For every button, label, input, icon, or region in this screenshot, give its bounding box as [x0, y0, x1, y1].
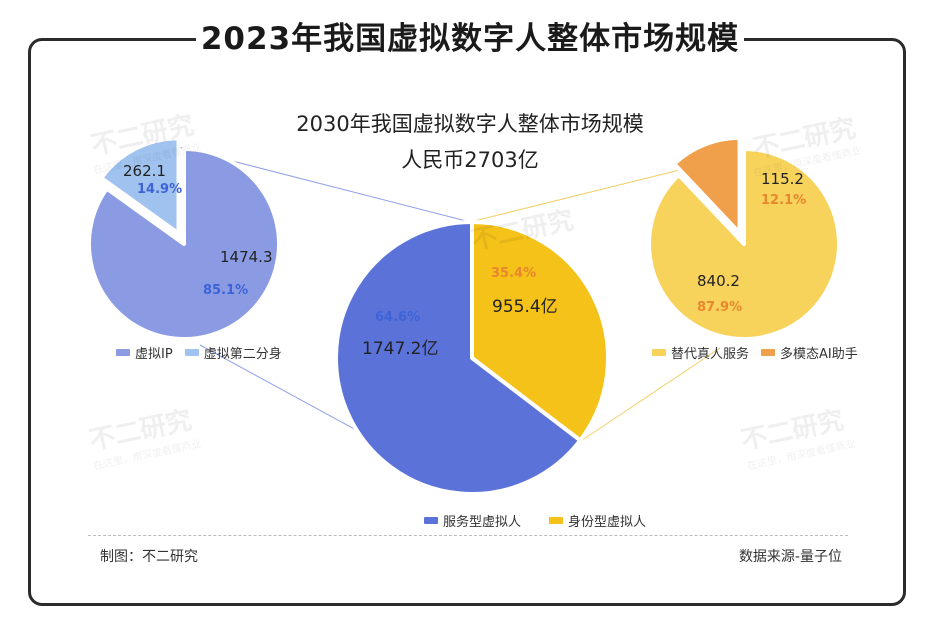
legend-item-identity: 身份型虚拟人 [549, 511, 646, 530]
left-pie-slice-virtual-ip [87, 147, 281, 341]
legend-item-digital-twin: 虚拟第二分身 [184, 343, 282, 362]
connector-line [559, 347, 721, 456]
right-pie-slice-assistant [672, 135, 742, 235]
right-pie-slice-replace [647, 147, 841, 341]
left-legend: 虚拟IP 虚拟第二分身 [116, 343, 294, 362]
legend-label: 身份型虚拟人 [568, 515, 647, 530]
center-pie-slice-service [334, 220, 583, 496]
legend-label: 服务型虚拟人 [443, 515, 522, 530]
footer-source: 数据来源-量子位 [738, 549, 842, 565]
footer-divider [88, 535, 848, 536]
legend-label: 替代真人服务 [671, 347, 750, 362]
legend-label: 虚拟IP [135, 347, 173, 362]
footer-credit: 制图：不二研究 [100, 549, 198, 565]
legend-label: 虚拟第二分身 [203, 347, 282, 362]
chart-subtitle: 2030年我国虚拟数字人整体市场规模 [296, 112, 644, 136]
legend-item-assistant: 多模态AI助手 [761, 343, 858, 362]
left-twin-value: 262.1 [123, 162, 166, 180]
center-identity-value: 955.4亿 [492, 297, 558, 317]
legend-item-virtual-ip: 虚拟IP [116, 343, 173, 362]
legend-item-service: 服务型虚拟人 [424, 511, 521, 530]
right-assistant-percent: 12.1% [761, 193, 807, 208]
center-legend: 服务型虚拟人 身份型虚拟人 [424, 511, 658, 530]
center-service-percent: 64.6% [375, 310, 421, 325]
left-ip-percent: 85.1% [203, 283, 249, 298]
right-replace-percent: 87.9% [697, 300, 743, 315]
chart-total: 人民币2703亿 [401, 148, 539, 172]
right-assistant-value: 115.2 [761, 170, 804, 188]
left-twin-percent: 14.9% [137, 182, 183, 197]
legend-item-replace: 替代真人服务 [652, 343, 749, 362]
legend-label: 多模态AI助手 [780, 347, 858, 362]
left-pie-slice-digital-twin [99, 136, 181, 236]
center-service-value: 1747.2亿 [362, 339, 439, 359]
center-pie-slice-identity [470, 220, 610, 443]
main-title: 2023年我国虚拟数字人整体市场规模 [196, 14, 744, 64]
right-legend: 替代真人服务 多模态AI助手 [652, 343, 870, 362]
center-identity-percent: 35.4% [491, 266, 537, 281]
left-ip-value: 1474.3 [220, 248, 273, 266]
right-replace-value: 840.2 [697, 272, 740, 290]
